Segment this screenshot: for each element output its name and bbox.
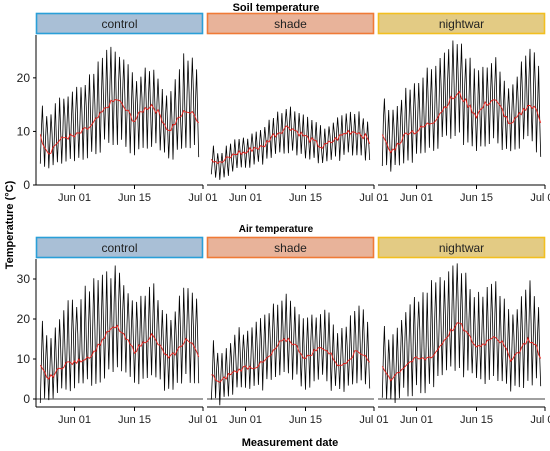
x-axis-title: Measurement date <box>242 437 339 449</box>
x-tick-label: Jul 01 <box>188 192 217 204</box>
strip-nightwar <box>377 12 546 35</box>
air-section-title: Air temperature <box>239 224 314 235</box>
x-tick-label: Jul 01 <box>359 414 388 426</box>
x-tick-label: Jul 01 <box>530 192 550 204</box>
x-tick-label: Jun 15 <box>118 192 151 204</box>
mean-series-nightwar <box>381 90 542 154</box>
y-tick-label: 30 <box>17 272 31 286</box>
strip-label-control: control <box>101 17 137 31</box>
strip-shade <box>206 236 375 259</box>
facet-plots: control 0 10 20 Jun 01 Jun 15 Jul 01 shade Jun 0… <box>17 12 550 426</box>
strip-label-nightwar: nightwar <box>439 241 484 255</box>
raw-series-shade <box>210 106 371 180</box>
x-tick-label: Jun 01 <box>229 192 262 204</box>
raw-series-nightwar <box>381 40 542 172</box>
strip-label-shade: shade <box>274 17 307 31</box>
mean-series-control <box>39 324 200 380</box>
mean-series-nightwar <box>381 322 542 382</box>
strip-nightwar <box>377 236 546 259</box>
x-tick-label: Jun 15 <box>460 192 493 204</box>
y-tick-label: 0 <box>23 392 30 406</box>
strip-label-shade: shade <box>274 241 307 255</box>
raw-series-shade <box>210 293 371 406</box>
raw-series-control <box>39 265 200 404</box>
mean-series-shade <box>211 337 371 383</box>
x-tick-label: Jun 15 <box>460 414 493 426</box>
panel-nightwar-0: nightwar Jun 01 Jun 15 Jul 01 <box>377 12 550 204</box>
y-tick-label: 20 <box>17 71 31 85</box>
panel-control-1: control 0 10 20 30 Jun 01 Jun 15 Jul 01 <box>17 236 218 426</box>
strip-shade <box>206 12 375 35</box>
panel-nightwar-1: nightwar Jun 01 Jun 15 Jul 01 <box>377 236 550 426</box>
x-tick-label: Jun 01 <box>58 192 91 204</box>
strip-label-control: control <box>101 241 137 255</box>
x-tick-label: Jul 01 <box>188 414 217 426</box>
y-tick-label: 10 <box>17 352 31 366</box>
x-tick-label: Jun 15 <box>289 192 322 204</box>
strip-label-nightwar: nightwar <box>439 17 484 31</box>
y-axis-title: Temperature (°C) <box>4 180 16 269</box>
raw-series-nightwar <box>381 263 542 404</box>
panel-shade-0: shade Jun 01 Jun 15 Jul 01 <box>206 12 389 204</box>
panel-control-0: control 0 10 20 Jun 01 Jun 15 Jul 01 <box>17 12 218 204</box>
x-tick-label: Jun 01 <box>400 414 433 426</box>
strip-control <box>35 12 204 35</box>
x-tick-label: Jun 01 <box>229 414 262 426</box>
mean-series-control <box>39 99 200 155</box>
strip-control <box>35 236 204 259</box>
x-tick-label: Jun 01 <box>400 192 433 204</box>
raw-series-control <box>39 46 200 169</box>
x-tick-label: Jun 15 <box>289 414 322 426</box>
panel-shade-1: shade Jun 01 Jun 15 Jul 01 <box>206 236 389 426</box>
x-tick-label: Jun 01 <box>58 414 91 426</box>
mean-series-shade <box>210 125 371 165</box>
x-tick-label: Jun 15 <box>118 414 151 426</box>
x-tick-label: Jul 01 <box>530 414 550 426</box>
y-tick-label: 0 <box>23 178 30 192</box>
x-tick-label: Jul 01 <box>359 192 388 204</box>
y-tick-label: 20 <box>17 312 31 326</box>
y-tick-label: 10 <box>17 124 31 138</box>
soil-section-title: Soil temperature <box>233 2 320 14</box>
